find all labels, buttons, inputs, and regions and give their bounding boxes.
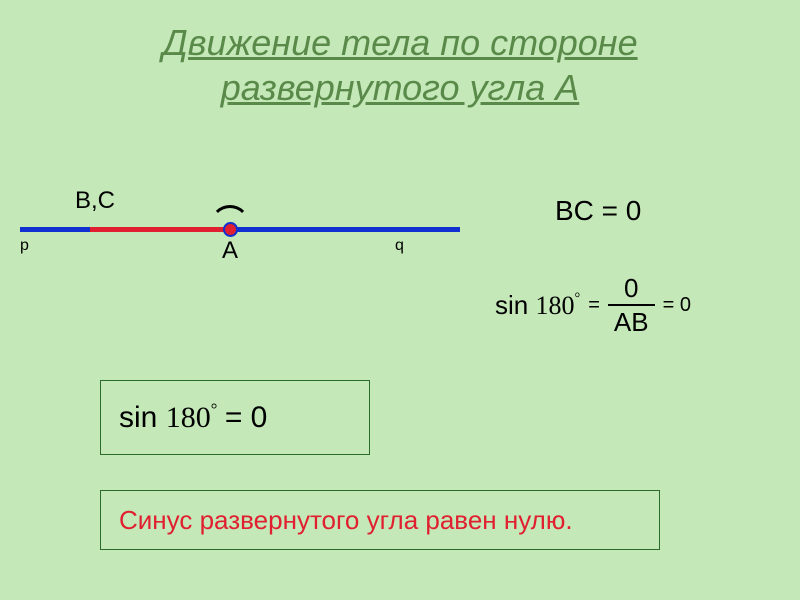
fraction-numerator: 0 xyxy=(618,275,644,304)
slide-title: Движение тела по стороне развернутого уг… xyxy=(0,20,800,110)
title-line-1: Движение тела по стороне xyxy=(162,22,637,63)
label-p: p xyxy=(20,237,29,255)
equation-bc: BC = 0 xyxy=(555,195,641,227)
ray-q-blue xyxy=(230,227,460,232)
ray-p-blue xyxy=(20,227,90,232)
fraction: 0 AB xyxy=(608,275,655,335)
label-q: q xyxy=(395,237,404,255)
segment-red xyxy=(90,227,230,232)
result-box-2: Синус развернутого угла равен нулю. xyxy=(100,490,660,550)
title-line-2: развернутого угла А xyxy=(221,67,580,108)
result-box-1: sin 180° = 0 xyxy=(100,380,370,455)
label-a: A xyxy=(222,237,238,265)
equation-sin-fraction: sin 180° = 0 AB = 0 xyxy=(495,275,691,335)
point-a xyxy=(223,222,238,237)
box1-content: sin 180° = 0 xyxy=(119,401,267,435)
fraction-denominator: AB xyxy=(608,304,655,335)
sin-text: sin 180° xyxy=(495,290,580,321)
angle-diagram: B,C A p q xyxy=(20,195,470,275)
equals-zero: = 0 xyxy=(663,294,691,317)
equals-1: = xyxy=(588,294,600,317)
label-bc: B,C xyxy=(75,187,115,215)
box2-text: Синус развернутого угла равен нулю. xyxy=(119,505,573,536)
